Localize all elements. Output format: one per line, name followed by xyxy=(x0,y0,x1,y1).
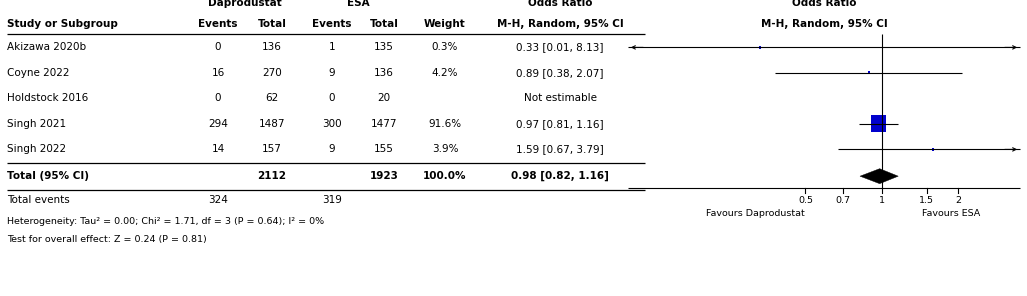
Text: 0.3%: 0.3% xyxy=(431,42,458,52)
Text: 0.7: 0.7 xyxy=(835,196,850,205)
Text: 14: 14 xyxy=(212,144,225,155)
Text: 1: 1 xyxy=(329,42,335,52)
Text: Total events: Total events xyxy=(7,195,70,205)
Text: 0.97 [0.81, 1.16]: 0.97 [0.81, 1.16] xyxy=(517,119,604,129)
Text: 20: 20 xyxy=(378,94,390,103)
Text: 0.98 [0.82, 1.16]: 0.98 [0.82, 1.16] xyxy=(511,171,609,181)
Text: 100.0%: 100.0% xyxy=(423,171,466,181)
Text: 9: 9 xyxy=(329,144,335,155)
Text: Weight: Weight xyxy=(424,19,466,29)
Text: Not estimable: Not estimable xyxy=(524,94,597,103)
Text: 0.5: 0.5 xyxy=(798,196,813,205)
Text: Singh 2022: Singh 2022 xyxy=(7,144,66,155)
Text: 16: 16 xyxy=(212,68,225,78)
Text: 324: 324 xyxy=(208,195,228,205)
Text: 155: 155 xyxy=(374,144,394,155)
Text: Total: Total xyxy=(370,19,398,29)
Text: Odds Ratio: Odds Ratio xyxy=(528,0,593,8)
Text: 300: 300 xyxy=(322,119,342,129)
Text: ESA: ESA xyxy=(347,0,370,8)
Text: 0: 0 xyxy=(215,42,221,52)
Text: Favours Daprodustat: Favours Daprodustat xyxy=(706,209,804,218)
Text: 136: 136 xyxy=(374,68,394,78)
Text: Daprodustat: Daprodustat xyxy=(208,0,281,8)
Text: Akizawa 2020b: Akizawa 2020b xyxy=(7,42,86,52)
Text: 294: 294 xyxy=(208,119,228,129)
Text: Events: Events xyxy=(198,19,237,29)
Text: 1487: 1487 xyxy=(259,119,286,129)
Text: 1923: 1923 xyxy=(370,171,398,181)
Text: 0.89 [0.38, 2.07]: 0.89 [0.38, 2.07] xyxy=(517,68,604,78)
Text: 0.33 [0.01, 8.13]: 0.33 [0.01, 8.13] xyxy=(517,42,604,52)
Text: Coyne 2022: Coyne 2022 xyxy=(7,68,70,78)
Text: 0: 0 xyxy=(215,94,221,103)
Text: 1.59 [0.67, 3.79]: 1.59 [0.67, 3.79] xyxy=(517,144,604,155)
Text: Test for overall effect: Z = 0.24 (P = 0.81): Test for overall effect: Z = 0.24 (P = 0… xyxy=(7,235,206,244)
Text: M-H, Random, 95% CI: M-H, Random, 95% CI xyxy=(761,19,887,29)
Text: 135: 135 xyxy=(374,42,394,52)
Text: Favours ESA: Favours ESA xyxy=(922,209,980,218)
Text: Holdstock 2016: Holdstock 2016 xyxy=(7,94,88,103)
Text: 91.6%: 91.6% xyxy=(428,119,461,129)
Text: 157: 157 xyxy=(262,144,282,155)
Bar xyxy=(759,46,761,49)
Text: Events: Events xyxy=(312,19,352,29)
Text: 9: 9 xyxy=(329,68,335,78)
Bar xyxy=(871,115,885,132)
Text: 3.9%: 3.9% xyxy=(431,144,458,155)
Text: 1: 1 xyxy=(879,196,885,205)
Bar xyxy=(931,148,935,151)
Text: 0: 0 xyxy=(329,94,335,103)
Text: Total: Total xyxy=(258,19,287,29)
Text: Total (95% CI): Total (95% CI) xyxy=(7,171,89,181)
Text: 1.5: 1.5 xyxy=(919,196,935,205)
Polygon shape xyxy=(860,169,899,184)
Text: Odds Ratio: Odds Ratio xyxy=(792,0,857,8)
Text: Study or Subgroup: Study or Subgroup xyxy=(7,19,118,29)
Text: M-H, Random, 95% CI: M-H, Random, 95% CI xyxy=(497,19,623,29)
Text: 4.2%: 4.2% xyxy=(431,68,458,78)
Text: 62: 62 xyxy=(265,94,278,103)
Text: 136: 136 xyxy=(262,42,282,52)
Text: 2: 2 xyxy=(955,196,961,205)
Text: 319: 319 xyxy=(322,195,342,205)
Text: Heterogeneity: Tau² = 0.00; Chi² = 1.71, df = 3 (P = 0.64); I² = 0%: Heterogeneity: Tau² = 0.00; Chi² = 1.71,… xyxy=(7,217,325,226)
Text: Singh 2021: Singh 2021 xyxy=(7,119,66,129)
Text: 270: 270 xyxy=(262,68,281,78)
Text: 2112: 2112 xyxy=(258,171,287,181)
Bar xyxy=(868,71,870,75)
Text: 1477: 1477 xyxy=(371,119,397,129)
